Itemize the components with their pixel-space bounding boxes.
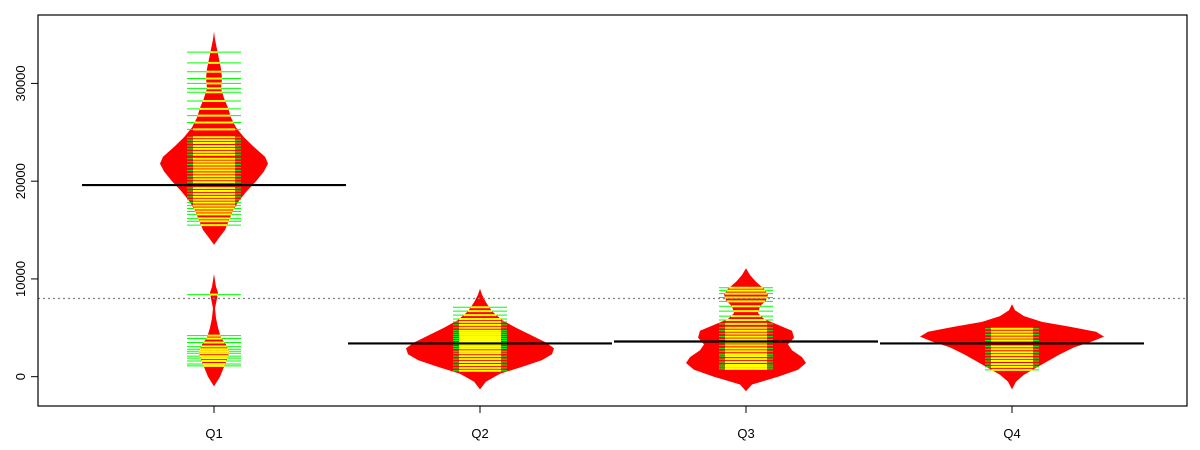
x-axis: Q1 Q2 Q3 Q4 <box>205 406 1021 441</box>
plot-frame <box>37 14 1188 407</box>
beans-layer <box>82 31 1144 392</box>
x-tick-label-q2: Q2 <box>471 426 488 441</box>
x-tick-label-q3: Q3 <box>737 426 754 441</box>
x-tick-label-q4: Q4 <box>1003 426 1020 441</box>
y-tick-label-3: 30000 <box>13 65 28 101</box>
x-tick-label-q1: Q1 <box>205 426 222 441</box>
bean-q4 <box>880 304 1144 390</box>
y-tick-label-2: 20000 <box>13 163 28 199</box>
y-tick-label-1: 10000 <box>13 261 28 297</box>
y-axis: 0 10000 20000 30000 <box>13 65 38 380</box>
bean-q3 <box>614 268 878 392</box>
y-tick-label-0: 0 <box>13 373 28 380</box>
bean-q1 <box>82 31 346 387</box>
bean-q2 <box>348 288 612 390</box>
